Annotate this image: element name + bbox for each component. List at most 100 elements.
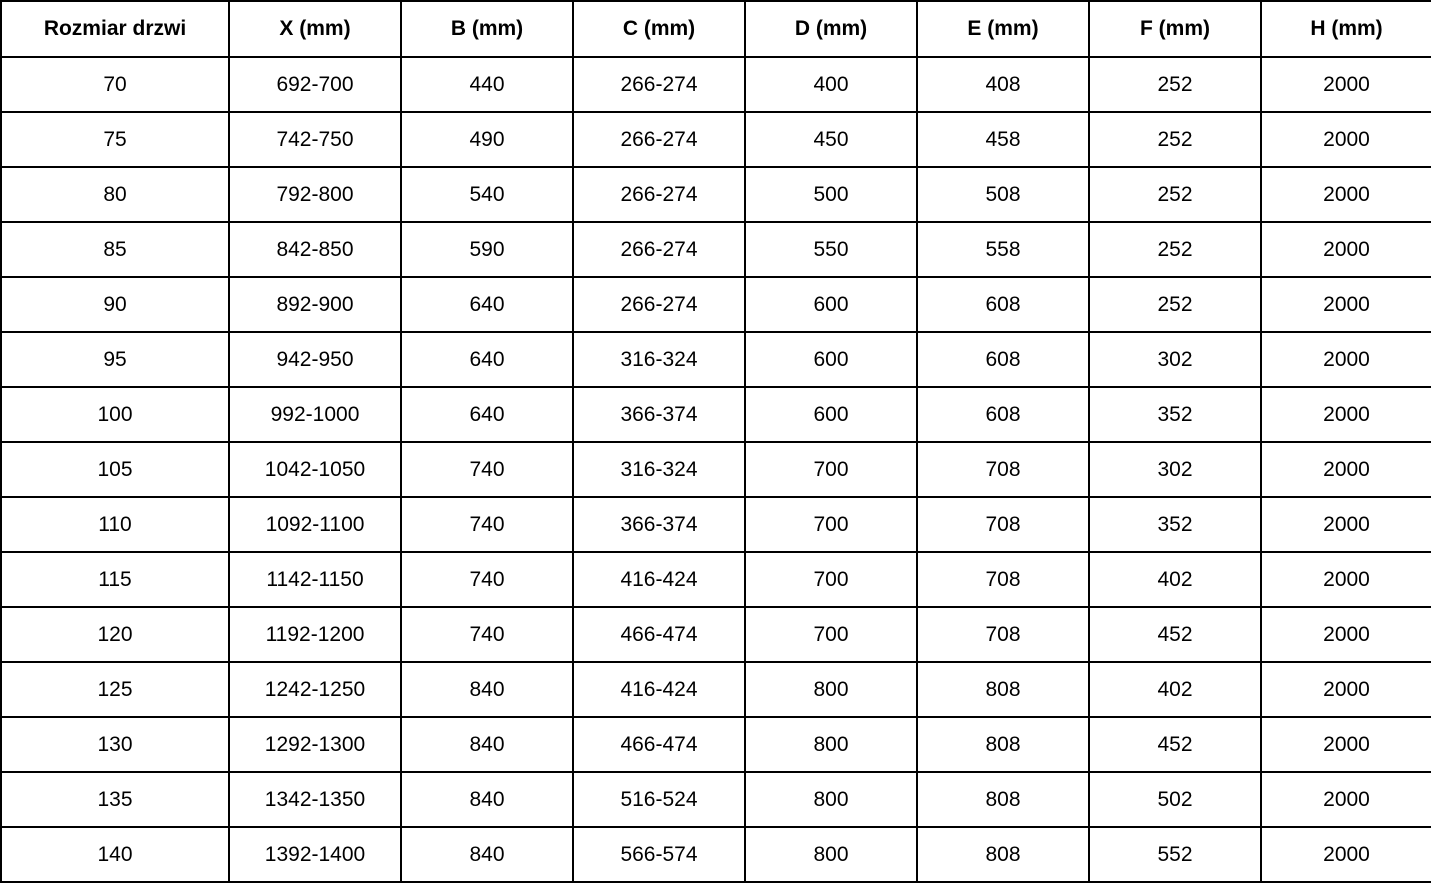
dimension-cell: 992-1000 (228, 386, 402, 443)
door-size-cell: 70 (0, 56, 230, 113)
door-size-cell: 80 (0, 166, 230, 223)
dimension-cell: 840 (400, 826, 574, 883)
table-row: 140 1392-1400 840 566-574 800 808 552 2000 (0, 826, 1431, 883)
dimension-cell: 2000 (1260, 221, 1431, 278)
dimension-cell: 466-474 (572, 716, 746, 773)
dimension-cell: 566-574 (572, 826, 746, 883)
dimension-cell: 708 (916, 551, 1090, 608)
dimension-cell: 516-524 (572, 771, 746, 828)
table-row: 105 1042-1050 740 316-324 700 708 302 2000 (0, 441, 1431, 498)
dimension-cell: 252 (1088, 221, 1262, 278)
column-header-rozmiar-drzwi: Rozmiar drzwi (0, 0, 230, 58)
dimension-cell: 708 (916, 606, 1090, 663)
dimension-cell: 640 (400, 276, 574, 333)
table-row: 120 1192-1200 740 466-474 700 708 452 2000 (0, 606, 1431, 663)
dimension-cell: 840 (400, 661, 574, 718)
dimension-cell: 808 (916, 826, 1090, 883)
dimension-cell: 800 (744, 771, 918, 828)
dimension-cell: 266-274 (572, 276, 746, 333)
dimension-cell: 302 (1088, 331, 1262, 388)
table-row: 75 742-750 490 266-274 450 458 252 2000 (0, 111, 1431, 168)
dimension-cell: 608 (916, 386, 1090, 443)
dimension-cell: 366-374 (572, 496, 746, 553)
dimension-cell: 302 (1088, 441, 1262, 498)
dimension-cell: 700 (744, 551, 918, 608)
dimension-cell: 840 (400, 771, 574, 828)
dimension-cell: 558 (916, 221, 1090, 278)
dimension-cell: 2000 (1260, 551, 1431, 608)
dimension-cell: 842-850 (228, 221, 402, 278)
dimension-cell: 266-274 (572, 221, 746, 278)
door-size-cell: 95 (0, 331, 230, 388)
header-row: Rozmiar drzwi X (mm) B (mm) C (mm) D (mm… (0, 0, 1431, 58)
dimension-cell: 2000 (1260, 771, 1431, 828)
dimension-cell: 452 (1088, 606, 1262, 663)
dimension-cell: 2000 (1260, 826, 1431, 883)
door-size-cell: 115 (0, 551, 230, 608)
door-size-cell: 90 (0, 276, 230, 333)
dimension-cell: 502 (1088, 771, 1262, 828)
dimension-cell: 2000 (1260, 441, 1431, 498)
dimension-cell: 266-274 (572, 166, 746, 223)
door-size-cell: 140 (0, 826, 230, 883)
dimension-cell: 700 (744, 496, 918, 553)
dimension-cell: 840 (400, 716, 574, 773)
dimension-cell: 942-950 (228, 331, 402, 388)
table-header: Rozmiar drzwi X (mm) B (mm) C (mm) D (mm… (0, 0, 1431, 58)
dimension-cell: 590 (400, 221, 574, 278)
dimension-cell: 540 (400, 166, 574, 223)
dimension-cell: 552 (1088, 826, 1262, 883)
dimension-cell: 640 (400, 386, 574, 443)
column-header-d-mm: D (mm) (744, 0, 918, 58)
dimension-cell: 1342-1350 (228, 771, 402, 828)
dimension-cell: 740 (400, 551, 574, 608)
dimension-cell: 808 (916, 771, 1090, 828)
dimension-cell: 1392-1400 (228, 826, 402, 883)
dimension-cell: 2000 (1260, 276, 1431, 333)
dimension-cell: 700 (744, 606, 918, 663)
dimension-cell: 1242-1250 (228, 661, 402, 718)
dimension-cell: 742-750 (228, 111, 402, 168)
table-row: 130 1292-1300 840 466-474 800 808 452 2000 (0, 716, 1431, 773)
table-row: 90 892-900 640 266-274 600 608 252 2000 (0, 276, 1431, 333)
dimension-cell: 2000 (1260, 716, 1431, 773)
dimension-cell: 808 (916, 716, 1090, 773)
dimension-cell: 466-474 (572, 606, 746, 663)
dimension-cell: 2000 (1260, 661, 1431, 718)
table-row: 80 792-800 540 266-274 500 508 252 2000 (0, 166, 1431, 223)
dimension-cell: 266-274 (572, 56, 746, 113)
dimension-cell: 352 (1088, 386, 1262, 443)
dimension-cell: 416-424 (572, 661, 746, 718)
dimension-cell: 452 (1088, 716, 1262, 773)
column-header-c-mm: C (mm) (572, 0, 746, 58)
dimension-cell: 808 (916, 661, 1090, 718)
dimension-cell: 692-700 (228, 56, 402, 113)
dimension-cell: 600 (744, 276, 918, 333)
door-size-cell: 130 (0, 716, 230, 773)
dimension-cell: 640 (400, 331, 574, 388)
door-size-cell: 75 (0, 111, 230, 168)
table-row: 70 692-700 440 266-274 400 408 252 2000 (0, 56, 1431, 113)
dimension-cell: 608 (916, 331, 1090, 388)
dimension-cell: 402 (1088, 551, 1262, 608)
dimension-cell: 700 (744, 441, 918, 498)
dimension-cell: 2000 (1260, 56, 1431, 113)
dimension-cell: 1292-1300 (228, 716, 402, 773)
dimension-cell: 800 (744, 716, 918, 773)
door-size-cell: 110 (0, 496, 230, 553)
dimension-cell: 708 (916, 441, 1090, 498)
table-row: 110 1092-1100 740 366-374 700 708 352 2000 (0, 496, 1431, 553)
dimension-cell: 2000 (1260, 606, 1431, 663)
column-header-e-mm: E (mm) (916, 0, 1090, 58)
dimension-cell: 1092-1100 (228, 496, 402, 553)
dimension-cell: 2000 (1260, 166, 1431, 223)
door-size-cell: 105 (0, 441, 230, 498)
column-header-x-mm: X (mm) (228, 0, 402, 58)
dimension-cell: 508 (916, 166, 1090, 223)
dimension-cell: 252 (1088, 276, 1262, 333)
table-row: 115 1142-1150 740 416-424 700 708 402 2000 (0, 551, 1431, 608)
dimension-cell: 1192-1200 (228, 606, 402, 663)
dimension-cell: 400 (744, 56, 918, 113)
dimension-cell: 366-374 (572, 386, 746, 443)
